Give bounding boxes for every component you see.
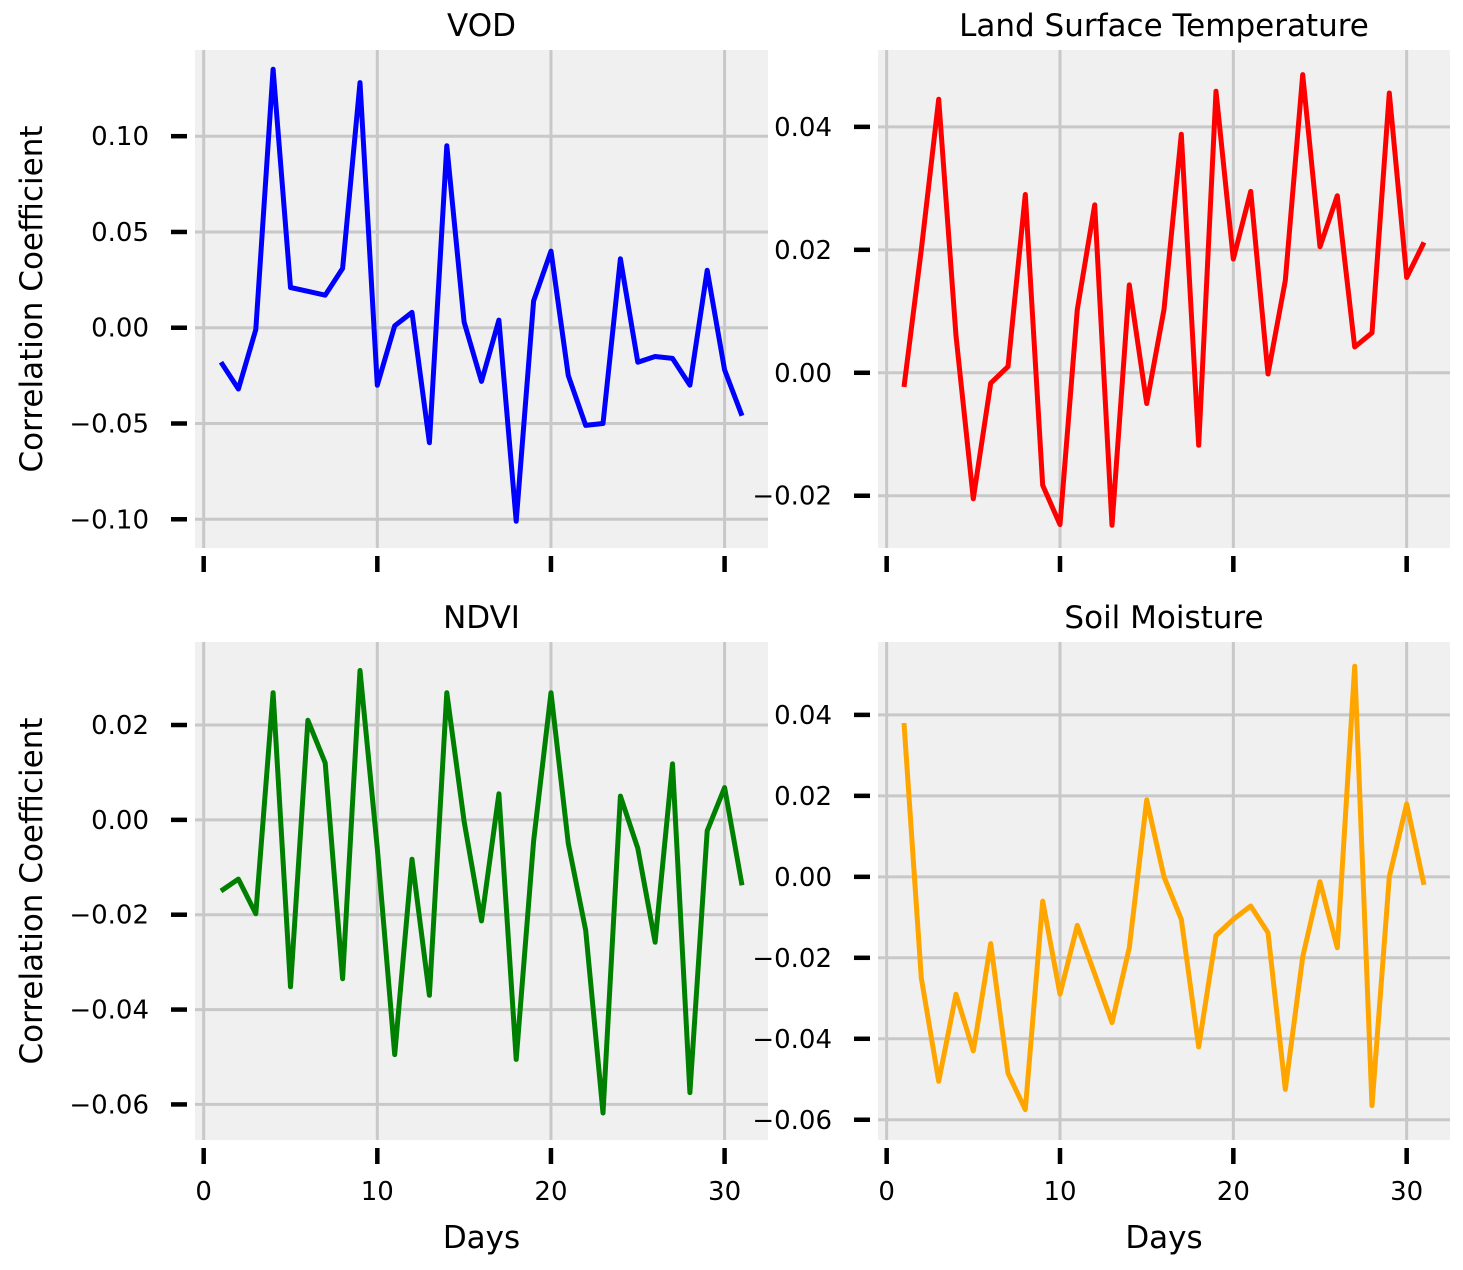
ndvi-x-tick-label: 20: [534, 1177, 567, 1207]
soil-moisture-x-axis-label: Days: [1125, 1220, 1202, 1256]
lst-y-tick-label: 0.02: [774, 236, 832, 266]
ndvi-x-tick-label: 0: [195, 1177, 212, 1207]
soil-moisture-x-tick-label: 30: [1390, 1177, 1423, 1207]
soil-moisture-y-tick-label: −0.06: [752, 1106, 832, 1136]
soil-moisture-y-tick-label: −0.04: [752, 1025, 832, 1055]
ndvi-x-tick-label: 30: [708, 1177, 741, 1207]
soil-moisture-panel: 0 10 20 30 −0.06 −0.04 −0.02 0.00 0.02 0.04 Soil M…: [752, 600, 1450, 1256]
vod-plot-area: [195, 50, 768, 548]
ndvi-y-tick-label: −0.06: [69, 1090, 149, 1120]
vod-series-line: [218, 66, 745, 524]
soil-moisture-series-line: [901, 663, 1427, 1113]
land-surface-temperature-panel: −0.02 0.00 0.02 0.04 Land Surface Temperatur…: [752, 8, 1450, 572]
vod-title: VOD: [447, 8, 516, 44]
lst-y-tick-label: 0.00: [774, 359, 832, 389]
ndvi-x-tick-label: 10: [361, 1177, 394, 1207]
ndvi-y-tick-label: −0.04: [69, 996, 149, 1026]
lst-y-tick-label: −0.02: [752, 482, 832, 512]
soil-moisture-title: Soil Moisture: [1064, 600, 1263, 636]
soil-moisture-y-tick-label: 0.04: [774, 701, 832, 731]
soil-moisture-x-tick-label: 0: [878, 1177, 895, 1207]
lst-y-tick-label: 0.04: [774, 113, 832, 143]
soil-moisture-y-tick-label: 0.00: [774, 863, 832, 893]
ndvi-y-tick-label: 0.00: [91, 806, 149, 836]
ndvi-plot-area: [195, 642, 768, 1140]
vod-y-axis-label: Correlation Coefficient: [14, 126, 50, 473]
soil-moisture-y-tick-label: −0.02: [752, 944, 832, 974]
soil-moisture-x-tick-label: 10: [1043, 1177, 1076, 1207]
soil-moisture-x-tick-label: 20: [1217, 1177, 1250, 1207]
vod-y-tick-label: −0.05: [69, 410, 149, 440]
ndvi-y-axis-label: Correlation Coefficient: [14, 718, 50, 1065]
soil-moisture-y-tick-label: 0.02: [774, 782, 832, 812]
vod-y-tick-label: 0.05: [91, 218, 149, 248]
lst-title: Land Surface Temperature: [959, 8, 1369, 44]
ndvi-y-tick-label: −0.02: [69, 901, 149, 931]
ndvi-panel: 0 10 20 30 −0.06 −0.04 −0.02 0.00 0.02 NDVI Days Co…: [14, 600, 768, 1256]
vod-y-tick-label: 0.10: [91, 122, 149, 152]
lst-series-line: [901, 72, 1427, 528]
ndvi-title: NDVI: [443, 600, 520, 636]
ndvi-y-tick-label: 0.02: [91, 711, 149, 741]
ndvi-x-axis-label: Days: [443, 1220, 520, 1256]
vod-y-tick-label: 0.00: [91, 314, 149, 344]
ndvi-series-line: [219, 668, 745, 1116]
vod-y-tick-label: −0.10: [69, 505, 149, 535]
vod-panel: −0.10 −0.05 0.00 0.05 0.10 VOD Correlation Coe…: [14, 8, 768, 572]
